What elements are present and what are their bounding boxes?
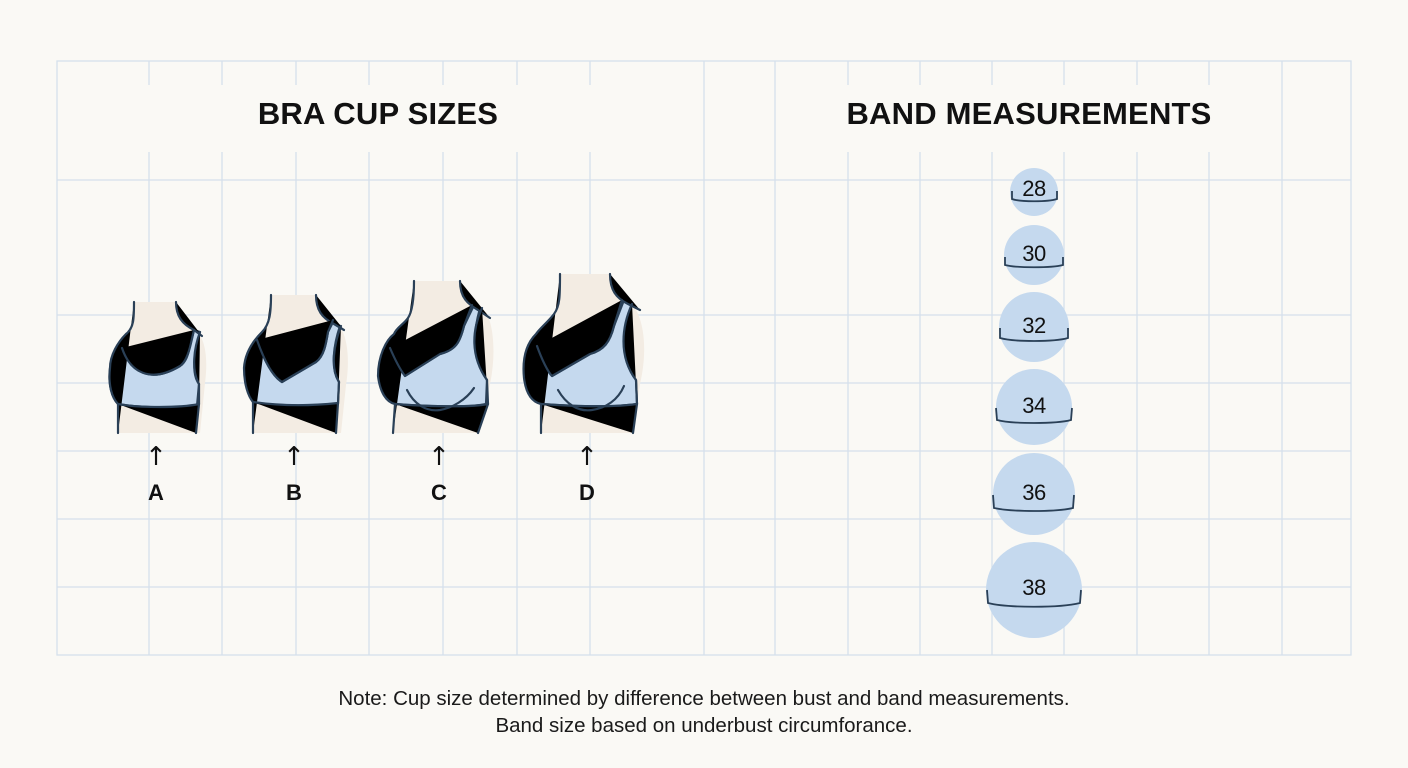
band-size-32: 32 (1022, 313, 1046, 338)
band-measurements-title: BAND MEASUREMENTS (846, 96, 1212, 131)
band-circle-30 (1004, 225, 1064, 285)
band-size-38: 38 (1022, 575, 1046, 600)
arrow-up-icon: ↑ (283, 442, 305, 472)
note-line-1: Note: Cup size determined by difference … (338, 687, 1070, 710)
band-circle-34 (995, 369, 1073, 445)
band-size-30: 30 (1022, 241, 1046, 266)
band-size-34: 34 (1022, 393, 1046, 418)
background-grid (56, 60, 1352, 656)
band-circle-32 (999, 292, 1069, 362)
figure-cup-c (376, 279, 494, 435)
arrow-up-icon: ↑ (428, 442, 450, 472)
cup-label-c: C (431, 480, 447, 505)
band-circle-38 (986, 542, 1082, 638)
figure-cup-d (522, 272, 645, 435)
band-size-36: 36 (1022, 480, 1046, 505)
cup-label-a: A (148, 480, 164, 505)
cup-label-d: D (579, 480, 595, 505)
arrow-up-icon: ↑ (145, 442, 167, 472)
arrow-up-icon: ↑ (576, 442, 598, 472)
note-line-2: Band size based on underbust circumforan… (495, 714, 913, 737)
band-size-28: 28 (1022, 176, 1046, 201)
band-circles (986, 168, 1082, 638)
band-circle-36 (992, 453, 1075, 535)
figure-cup-b (242, 293, 348, 435)
figure-cup-a (108, 300, 207, 435)
band-circle-28 (1010, 168, 1058, 216)
cup-sizes-title: BRA CUP SIZES (257, 96, 499, 131)
cup-label-b: B (286, 480, 302, 505)
